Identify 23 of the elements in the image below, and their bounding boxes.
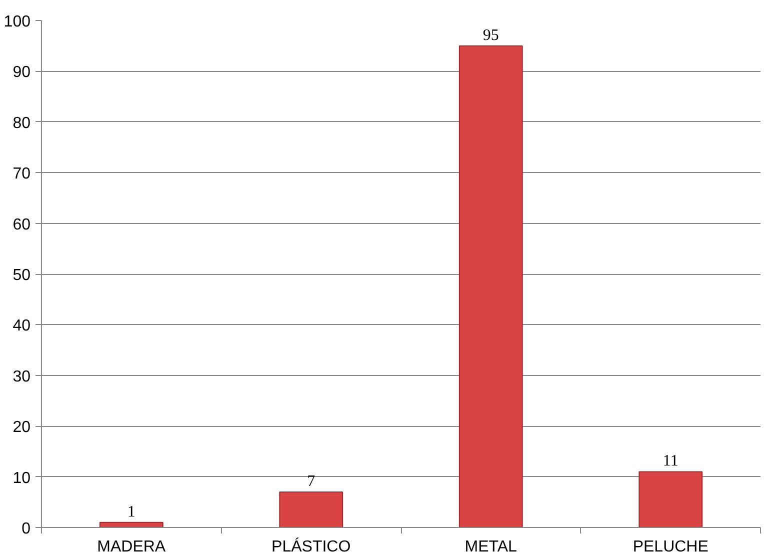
y-tick-label: 80: [12, 114, 31, 132]
y-tick-label: 30: [12, 368, 31, 386]
y-tick-label: 70: [12, 166, 31, 183]
y-tick-label: 10: [12, 470, 31, 487]
x-tick-label: METAL: [464, 538, 518, 556]
data-label: 95: [482, 26, 499, 44]
y-tick-label: 100: [4, 14, 31, 30]
data-label: 7: [307, 473, 316, 490]
bar: [99, 522, 164, 528]
y-tick-label: 20: [12, 419, 31, 436]
data-label: 1: [127, 503, 136, 520]
bar: [279, 492, 344, 528]
x-tick-label: PLÁSTICO: [272, 538, 351, 556]
y-tick-label: 50: [12, 267, 31, 284]
y-tick-label: 0: [22, 520, 31, 538]
y-tick-label: 90: [12, 64, 31, 82]
y-tick-label: 60: [12, 216, 31, 234]
x-tick-label: PELUCHE: [632, 538, 708, 556]
bar: [458, 45, 523, 528]
y-tick-label: 40: [12, 318, 31, 335]
x-tick-label: MADERA: [97, 538, 166, 556]
bar: [638, 471, 703, 528]
data-label: 11: [662, 452, 678, 470]
